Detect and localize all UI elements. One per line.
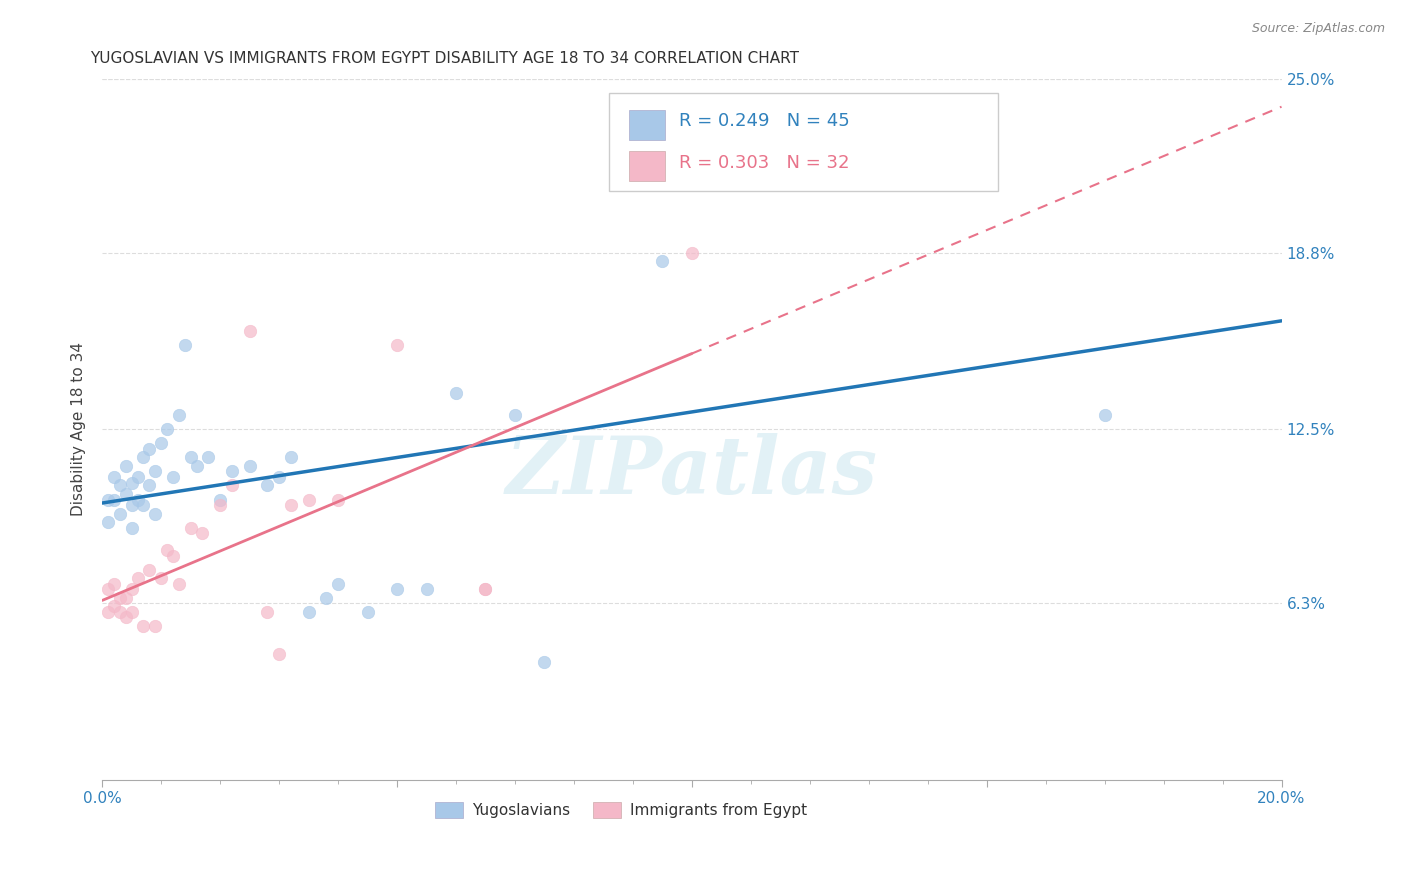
Point: [385, 582, 408, 596]
Point: [256, 478, 278, 492]
Point: [127, 470, 149, 484]
Point: [162, 470, 184, 484]
Point: [143, 507, 166, 521]
Point: [415, 582, 437, 596]
Point: [97, 605, 120, 619]
Point: [681, 246, 703, 260]
Point: [887, 100, 910, 114]
Point: [221, 465, 243, 479]
Point: [132, 498, 155, 512]
Point: [97, 582, 120, 596]
Point: [173, 338, 195, 352]
Legend: Yugoslavians, Immigrants from Egypt: Yugoslavians, Immigrants from Egypt: [429, 796, 813, 824]
Point: [191, 526, 214, 541]
Text: R = 0.249   N = 45: R = 0.249 N = 45: [679, 112, 849, 129]
Point: [108, 507, 131, 521]
Text: Source: ZipAtlas.com: Source: ZipAtlas.com: [1251, 22, 1385, 36]
Point: [269, 470, 291, 484]
Point: [108, 605, 131, 619]
Point: [239, 325, 262, 339]
Point: [143, 465, 166, 479]
Point: [121, 498, 143, 512]
Point: [315, 591, 337, 605]
Point: [256, 605, 278, 619]
Point: [138, 562, 160, 576]
Point: [167, 409, 190, 423]
Point: [150, 436, 173, 450]
Text: ZIPatlas: ZIPatlas: [506, 433, 877, 510]
Point: [121, 475, 143, 490]
Point: [356, 605, 378, 619]
Point: [186, 458, 208, 473]
Point: [103, 576, 125, 591]
Y-axis label: Disability Age 18 to 34: Disability Age 18 to 34: [72, 343, 86, 516]
Point: [108, 478, 131, 492]
Point: [114, 487, 136, 501]
Point: [326, 576, 349, 591]
Point: [121, 605, 143, 619]
Point: [221, 478, 243, 492]
Point: [651, 254, 673, 268]
Point: [127, 492, 149, 507]
Point: [103, 470, 125, 484]
Point: [326, 492, 349, 507]
FancyBboxPatch shape: [630, 111, 665, 140]
Point: [150, 571, 173, 585]
Point: [385, 338, 408, 352]
Point: [239, 458, 262, 473]
Point: [121, 520, 143, 534]
Point: [143, 618, 166, 632]
Point: [114, 591, 136, 605]
Point: [209, 492, 232, 507]
Point: [167, 576, 190, 591]
FancyBboxPatch shape: [609, 94, 998, 192]
Point: [180, 450, 202, 465]
Point: [138, 478, 160, 492]
Point: [156, 543, 179, 558]
Point: [297, 605, 319, 619]
Point: [108, 591, 131, 605]
Point: [121, 582, 143, 596]
Point: [197, 450, 219, 465]
Point: [132, 618, 155, 632]
Point: [97, 515, 120, 529]
Point: [138, 442, 160, 456]
Point: [103, 599, 125, 613]
Text: R = 0.303   N = 32: R = 0.303 N = 32: [679, 154, 849, 172]
Point: [97, 492, 120, 507]
Point: [269, 647, 291, 661]
Point: [180, 520, 202, 534]
FancyBboxPatch shape: [630, 151, 665, 180]
Point: [297, 492, 319, 507]
Point: [162, 549, 184, 563]
Point: [132, 450, 155, 465]
Point: [103, 492, 125, 507]
Point: [533, 655, 555, 669]
Point: [209, 498, 232, 512]
Point: [474, 582, 496, 596]
Point: [444, 386, 467, 401]
Point: [503, 409, 526, 423]
Point: [474, 582, 496, 596]
Point: [114, 458, 136, 473]
Point: [280, 450, 302, 465]
Point: [1094, 409, 1116, 423]
Point: [127, 571, 149, 585]
Point: [114, 610, 136, 624]
Point: [156, 422, 179, 436]
Point: [280, 498, 302, 512]
Text: YUGOSLAVIAN VS IMMIGRANTS FROM EGYPT DISABILITY AGE 18 TO 34 CORRELATION CHART: YUGOSLAVIAN VS IMMIGRANTS FROM EGYPT DIS…: [90, 51, 800, 66]
